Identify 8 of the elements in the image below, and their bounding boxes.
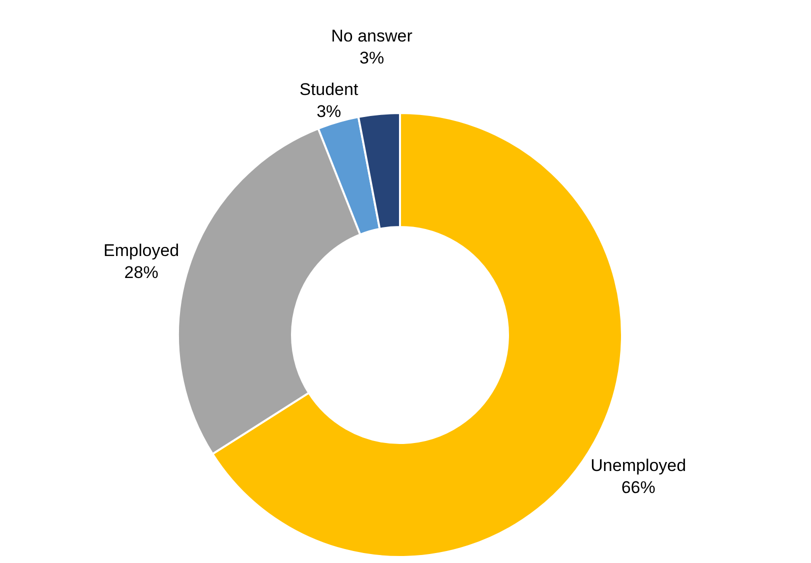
slice-label: Unemployed [590,456,686,476]
slice-label: No answer [331,26,413,46]
slice-label: Student [300,80,358,100]
data-label: 3% [316,102,342,122]
data-label: 3% [359,48,384,68]
slice-label: Employed [104,240,180,260]
data-label: 28% [124,262,158,282]
data-label: 66% [621,478,656,498]
